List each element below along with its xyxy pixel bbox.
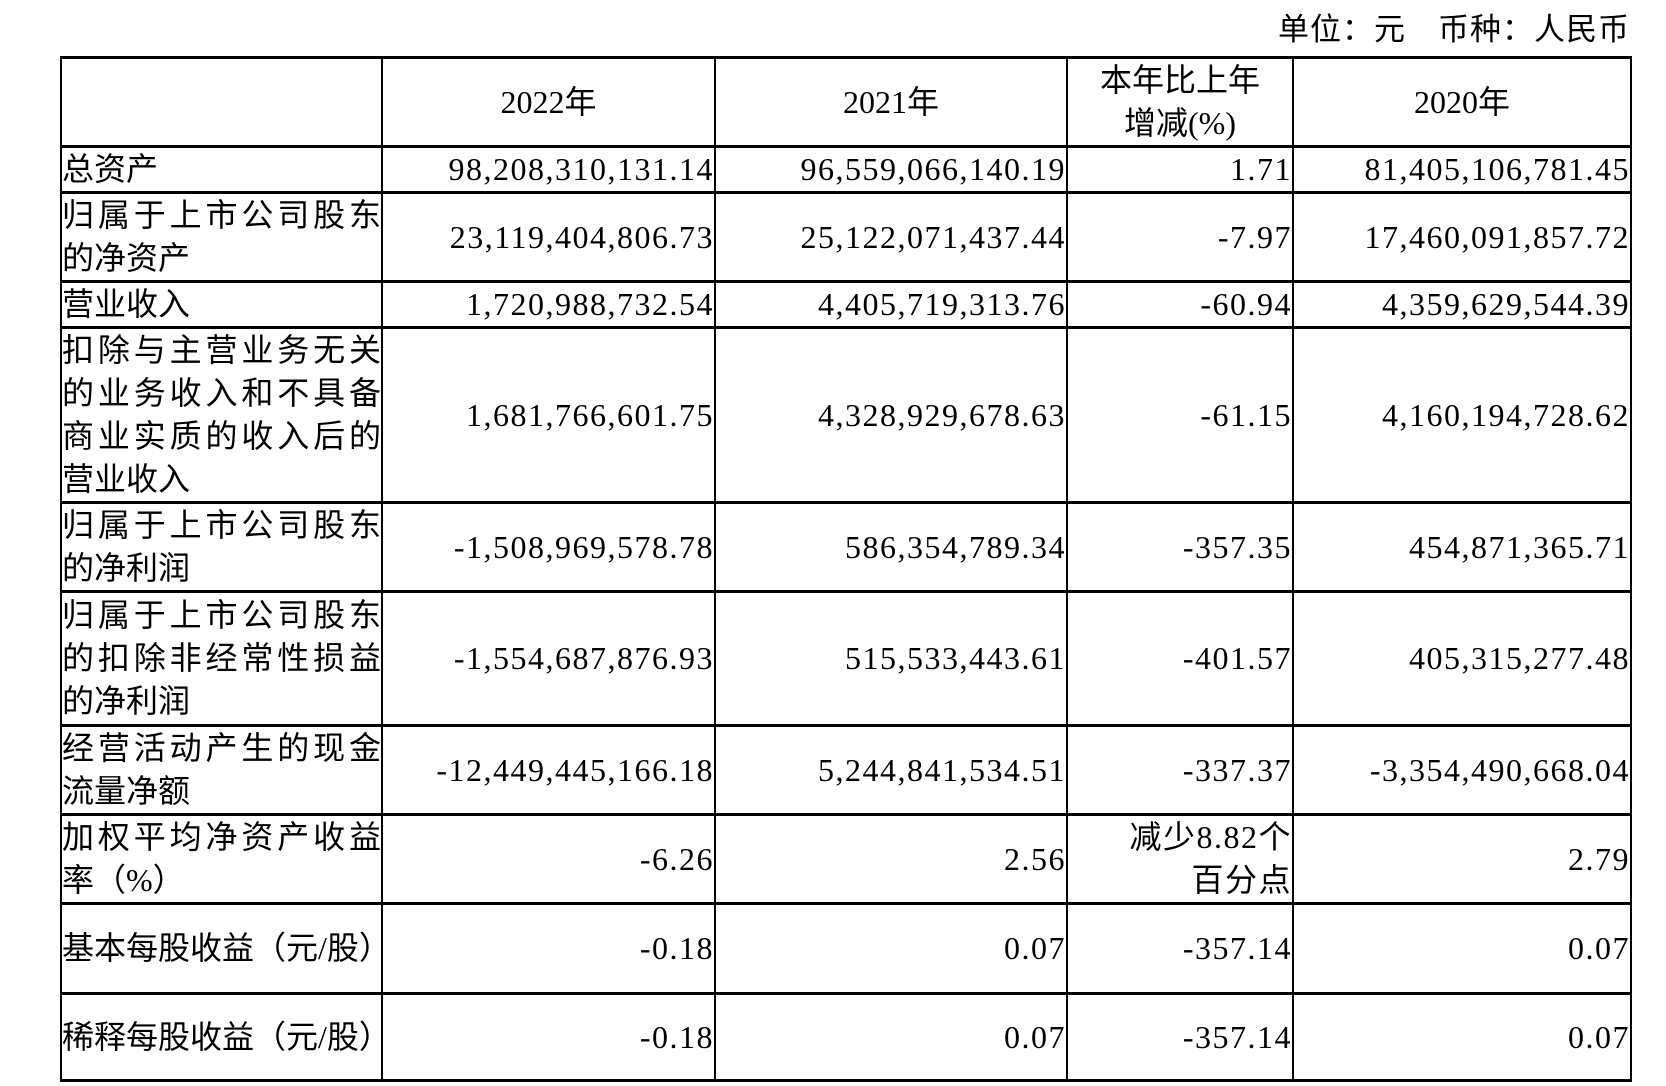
column-header-change: 本年比上年 增减(%) (1066, 56, 1294, 148)
value-change: -61.15 (1066, 326, 1294, 504)
value-2021: 5,244,841,534.51 (714, 724, 1068, 816)
value-2021: 0.07 (714, 992, 1068, 1082)
value-change: -60.94 (1066, 280, 1294, 329)
value-2020: 405,315,277.48 (1292, 590, 1632, 727)
row-label: 扣除与主营业务无关的业务收入和不具备商业实质的收入后的营业收入 (60, 326, 383, 504)
row-label: 稀释每股收益（元/股） (60, 992, 391, 1082)
value-2022: -6.26 (381, 813, 716, 905)
value-change: -337.37 (1066, 724, 1294, 816)
row-label: 基本每股收益（元/股） (60, 902, 391, 995)
value-2022: -1,508,969,578.78 (381, 501, 716, 593)
table-row: 归属于上市公司股东的扣除非经常性损益的净利润 -1,554,687,876.93… (60, 590, 1632, 727)
table-row: 总资产 98,208,310,131.14 96,559,066,140.19 … (60, 145, 1632, 194)
value-2020: 17,460,091,857.72 (1292, 191, 1632, 283)
unit-currency-note: 单位：元 币种：人民币 (1278, 12, 1630, 47)
table-row: 加权平均净资产收益率（%） -6.26 2.56 减少8.82个 百分点 2.7… (60, 813, 1632, 905)
value-2022: 98,208,310,131.14 (381, 145, 716, 194)
row-label: 归属于上市公司股东的扣除非经常性损益的净利润 (60, 590, 383, 727)
table-header-row: 2022年 2021年 本年比上年 增减(%) 2020年 (60, 56, 1632, 148)
value-2021: 586,354,789.34 (714, 501, 1068, 593)
table-row: 基本每股收益（元/股） -0.18 0.07 -357.14 0.07 (60, 902, 1632, 995)
value-2021: 25,122,071,437.44 (714, 191, 1068, 283)
value-2020: 0.07 (1292, 902, 1632, 995)
value-change: 减少8.82个 百分点 (1066, 813, 1294, 905)
table-row: 扣除与主营业务无关的业务收入和不具备商业实质的收入后的营业收入 1,681,76… (60, 326, 1632, 504)
value-2020: 0.07 (1292, 992, 1632, 1082)
value-2021: 515,533,443.61 (714, 590, 1068, 727)
value-change: -401.57 (1066, 590, 1294, 727)
key-financial-indicators-table: 2022年 2021年 本年比上年 增减(%) 2020年 总资产 98,208… (60, 56, 1632, 1082)
column-header-2022: 2022年 (381, 56, 716, 148)
value-2021: 4,405,719,313.76 (714, 280, 1068, 329)
value-2021: 0.07 (714, 902, 1068, 995)
value-change: -357.14 (1066, 902, 1294, 995)
value-2021: 2.56 (714, 813, 1068, 905)
row-label: 营业收入 (60, 280, 383, 329)
value-2020: 81,405,106,781.45 (1292, 145, 1632, 194)
value-2022: 1,681,766,601.75 (381, 326, 716, 504)
table-row: 营业收入 1,720,988,732.54 4,405,719,313.76 -… (60, 280, 1632, 329)
value-2020: 4,359,629,544.39 (1292, 280, 1632, 329)
value-2022: 23,119,404,806.73 (381, 191, 716, 283)
table-row: 稀释每股收益（元/股） -0.18 0.07 -357.14 0.07 (60, 992, 1632, 1082)
value-change: -357.35 (1066, 501, 1294, 593)
column-header-2020: 2020年 (1292, 56, 1632, 148)
value-2020: 454,871,365.71 (1292, 501, 1632, 593)
row-label: 加权平均净资产收益率（%） (60, 813, 383, 905)
column-header-2021: 2021年 (714, 56, 1068, 148)
value-2022: -0.18 (381, 902, 716, 995)
value-2021: 4,328,929,678.63 (714, 326, 1068, 504)
value-2022: -1,554,687,876.93 (381, 590, 716, 727)
row-label: 归属于上市公司股东的净利润 (60, 501, 383, 593)
column-header-blank (60, 56, 383, 148)
value-change: -357.14 (1066, 992, 1294, 1082)
report-page: 单位：元 币种：人民币 2022年 2021年 本年比上年 增减(%) 2020… (60, 10, 1632, 1082)
table-row: 归属于上市公司股东的净资产 23,119,404,806.73 25,122,0… (60, 191, 1632, 283)
value-change: 1.71 (1066, 145, 1294, 194)
value-change: -7.97 (1066, 191, 1294, 283)
value-2020: -3,354,490,668.04 (1292, 724, 1632, 816)
value-2021: 96,559,066,140.19 (714, 145, 1068, 194)
table-row: 经营活动产生的现金流量净额 -12,449,445,166.18 5,244,8… (60, 724, 1632, 816)
value-2022: -12,449,445,166.18 (381, 724, 716, 816)
value-2022: -0.18 (381, 992, 716, 1082)
value-2020: 4,160,194,728.62 (1292, 326, 1632, 504)
row-label: 归属于上市公司股东的净资产 (60, 191, 383, 283)
value-2020: 2.79 (1292, 813, 1632, 905)
table-row: 归属于上市公司股东的净利润 -1,508,969,578.78 586,354,… (60, 501, 1632, 593)
value-2022: 1,720,988,732.54 (381, 280, 716, 329)
row-label: 总资产 (60, 145, 383, 194)
row-label: 经营活动产生的现金流量净额 (60, 724, 383, 816)
